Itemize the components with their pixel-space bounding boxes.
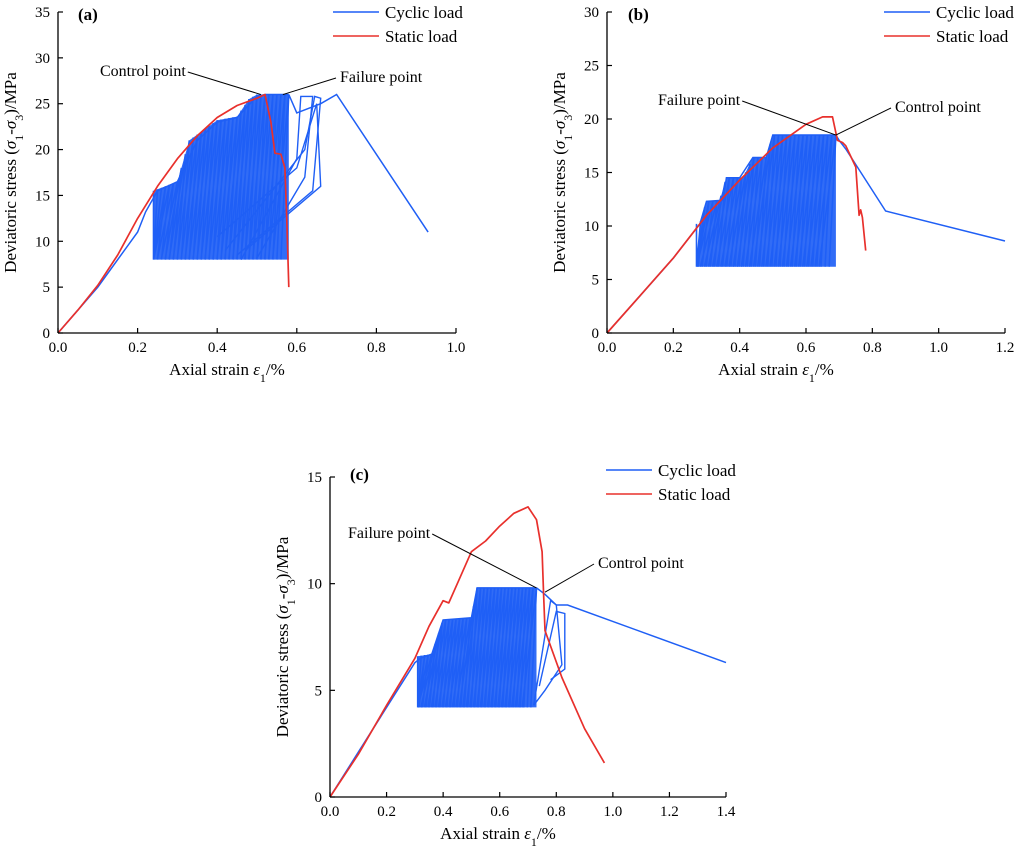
chart-c-x-tick-label: 0.8 <box>547 804 566 820</box>
chart-a-annotation-left: Control point <box>100 63 186 80</box>
chart-b-annotation-left: Failure point <box>658 92 741 109</box>
chart-b-legend-label-cyclic: Cyclic load <box>936 3 1014 22</box>
chart-a: 0.0 0.2 0.4 0.6 0.8 1.0 0 5 10 15 20 25 30 35 Axial st… <box>1 3 465 385</box>
chart-a-x-tick-label: 0.4 <box>208 340 227 356</box>
chart-b-x-tick-label: 1.2 <box>996 340 1015 356</box>
chart-c-legend-label-cyclic: Cyclic load <box>658 461 736 480</box>
chart-a-y-tick-label: 15 <box>35 188 50 204</box>
chart-a-annotation-leader-1 <box>282 77 337 96</box>
chart-b-x-tick-label: 0.8 <box>863 340 882 356</box>
chart-b-y-tick-label: 25 <box>584 59 599 75</box>
chart-c-y-tick-label: 15 <box>307 470 322 486</box>
chart-a-x-tick-label: 0.2 <box>128 340 147 356</box>
chart-c-y-tick-label: 5 <box>315 683 323 699</box>
chart-a-cyclic-post-peak <box>288 93 429 233</box>
chart-c-legend-label-static: Static load <box>658 485 731 504</box>
chart-a-legend-label-static: Static load <box>385 27 458 46</box>
chart-c: 0.0 0.2 0.4 0.6 0.8 1.0 1.2 1.4 0 5 10 15 Axial stra… <box>273 461 736 849</box>
chart-b-x-tick-label: 0.6 <box>797 340 816 356</box>
chart-c-panel-label: (c) <box>350 465 369 484</box>
chart-a-y-tick-label: 5 <box>43 280 51 296</box>
chart-b-annotation-leader-1 <box>835 107 892 136</box>
chart-a-x-tick-label: 1.0 <box>447 340 466 356</box>
chart-a-static-curve <box>57 93 290 334</box>
chart-a-annotation-right: Failure point <box>340 69 423 86</box>
chart-b-y-tick-label: 20 <box>584 112 599 128</box>
chart-b-x-axis-title: Axial strain ε1/% <box>718 360 834 385</box>
chart-b-legend-label-static: Static load <box>936 27 1009 46</box>
chart-b-static-curve <box>606 116 867 334</box>
chart-a-legend-label-cyclic: Cyclic load <box>385 3 463 22</box>
chart-b-x-tick-label: 0.4 <box>730 340 749 356</box>
chart-a-y-tick-label: 25 <box>35 97 50 113</box>
chart-c-x-tick-label: 1.0 <box>603 804 622 820</box>
chart-c-annotation-leader-0 <box>431 533 537 589</box>
chart-b-cyclic-band <box>696 135 836 267</box>
chart-b-y-tick-label: 30 <box>584 5 599 21</box>
chart-b-x-tick-label: 0.0 <box>598 340 617 356</box>
chart-a-x-tick-label: 0.8 <box>367 340 386 356</box>
chart-c-x-tick-label: 0.6 <box>490 804 509 820</box>
chart-a-y-tick-label: 20 <box>35 143 50 159</box>
chart-c-x-tick-label: 0.2 <box>377 804 396 820</box>
chart-b-y-tick-label: 5 <box>592 273 600 289</box>
chart-a-y-tick-label: 10 <box>35 234 50 250</box>
chart-a-annotation-leader-0 <box>187 71 262 96</box>
chart-a-cyclic-envelope <box>57 93 289 334</box>
chart-a-x-tick-label: 0.0 <box>49 340 68 356</box>
chart-c-cyclic-extra-loop-0 <box>533 599 563 706</box>
chart-b-cyclic-post-peak <box>835 134 1006 242</box>
chart-b-y-tick-label: 15 <box>584 166 599 182</box>
chart-a-x-tick-label: 0.6 <box>287 340 306 356</box>
chart-b-panel-label: (b) <box>628 5 649 24</box>
chart-b-x-tick-label: 1.0 <box>929 340 948 356</box>
chart-c-y-axis-title: Deviatoric stress (σ1-σ3)/MPa <box>273 536 298 737</box>
chart-b-x-tick-label: 0.2 <box>664 340 683 356</box>
chart-c-annotation-leader-1 <box>544 563 595 593</box>
chart-a-y-tick-label: 0 <box>43 326 51 342</box>
chart-a-y-axis-title: Deviatoric stress (σ1-σ3)/MPa <box>1 72 26 273</box>
chart-a-cyclic-extra-loop-1 <box>224 95 322 256</box>
chart-b-y-axis-title: Deviatoric stress (σ1-σ3)/MPa <box>550 72 575 273</box>
chart-b-annotation-right: Control point <box>895 99 981 116</box>
chart-c-cyclic-post-peak <box>536 587 727 664</box>
chart-c-static-curve <box>329 506 606 798</box>
chart-c-annotation-left: Failure point <box>348 525 431 542</box>
chart-b-annotation-leader-0 <box>742 100 837 136</box>
chart-c-x-tick-label: 1.2 <box>660 804 679 820</box>
chart-b: 0.0 0.2 0.4 0.6 0.8 1.0 1.2 0 5 10 15 20 25 30 Axial s… <box>550 3 1014 385</box>
chart-a-y-tick-label: 30 <box>35 51 50 67</box>
chart-a-panel-label: (a) <box>78 5 98 24</box>
chart-c-x-tick-label: 0.4 <box>434 804 453 820</box>
chart-c-x-tick-label: 0.0 <box>321 804 340 820</box>
chart-a-x-axis-title: Axial strain ε1/% <box>169 360 285 385</box>
chart-c-cyclic-band <box>417 587 537 708</box>
chart-c-x-axis-title: Axial strain ε1/% <box>440 824 556 849</box>
chart-c-annotation-right: Control point <box>598 555 684 572</box>
chart-a-cyclic-extra-loop-2 <box>216 103 322 252</box>
chart-b-y-tick-label: 0 <box>592 326 600 342</box>
chart-a-cyclic-band <box>153 94 289 260</box>
chart-c-y-tick-label: 0 <box>315 790 323 806</box>
chart-c-y-tick-label: 10 <box>307 577 322 593</box>
chart-a-y-tick-label: 35 <box>35 5 50 21</box>
chart-b-y-tick-label: 10 <box>584 219 599 235</box>
chart-c-x-tick-label: 1.4 <box>717 804 736 820</box>
